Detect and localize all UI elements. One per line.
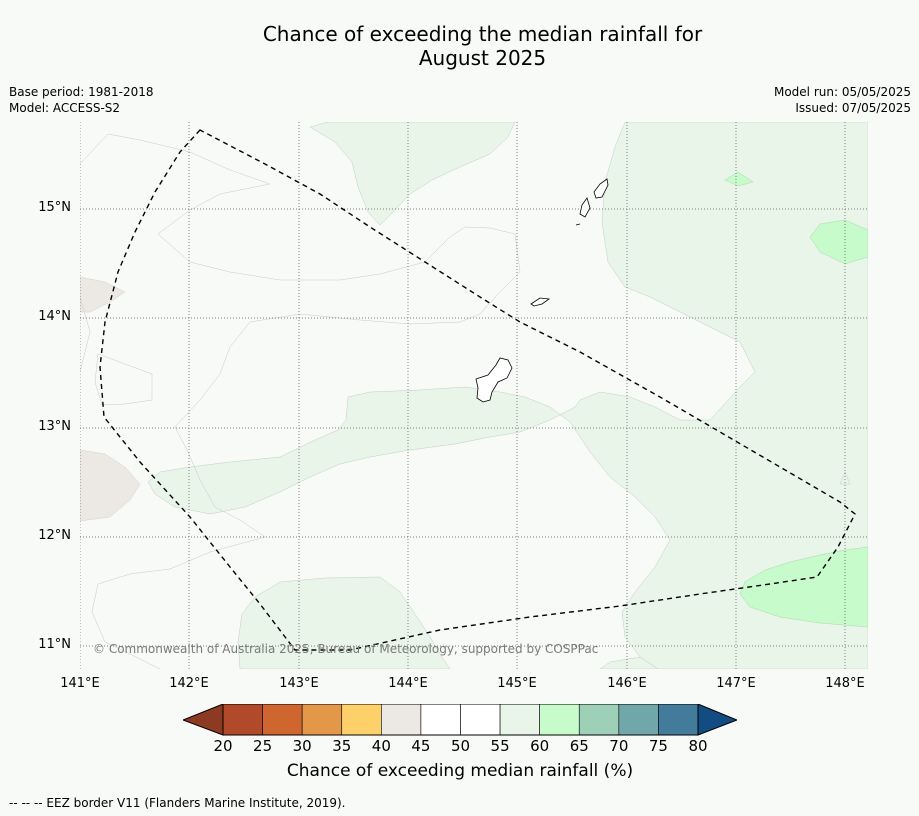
island-guam [475, 357, 513, 403]
map-title: Chance of exceeding the median rainfall … [0, 22, 919, 70]
region-40-45-west-north [80, 276, 126, 313]
colorbar-tick-label: 60 [530, 737, 550, 755]
lat-label-14n: 14°N [38, 309, 71, 324]
base-period: Base period: 1981-2018 [9, 85, 154, 99]
colorbar-cell [578, 704, 620, 736]
colorbar-tick-label: 20 [213, 737, 233, 755]
contour-west-loop [94, 353, 153, 406]
colorbar-tick-label: 25 [253, 737, 273, 755]
colorbar-tick-label: 40 [371, 737, 391, 755]
colorbar-tick-label: 35 [332, 737, 352, 755]
colorbar-high-arrow [697, 704, 737, 736]
lon-label-143e: 143°E [279, 676, 319, 691]
island-tinian [579, 197, 591, 218]
title-line-1: Chance of exceeding the median rainfall … [262, 22, 703, 46]
issued-date: Issued: 07/05/2025 [795, 101, 911, 115]
colorbar-tick-label: 55 [490, 737, 510, 755]
lon-label-144e: 144°E [388, 676, 428, 691]
colorbar-low-arrow [183, 704, 224, 736]
lon-label-147e: 147°E [716, 676, 756, 691]
lat-label-13n: 13°N [38, 419, 71, 434]
graticule [80, 122, 868, 669]
colorbar-cell [460, 704, 501, 736]
colorbar-cell [539, 704, 580, 736]
colorbar-tick-label: 50 [450, 737, 471, 755]
colorbar-cell [420, 704, 461, 736]
colorbar-cell [381, 704, 422, 736]
contour-west-edge [80, 296, 91, 373]
colorbar-cell [262, 704, 303, 736]
colorbar [183, 704, 737, 736]
model-name: Model: ACCESS-S2 [9, 101, 121, 115]
colorbar-cell [499, 704, 540, 736]
lon-label-141e: 141°E [60, 676, 100, 691]
colorbar-frame [222, 704, 699, 736]
colorbar-tick-label: 80 [688, 737, 708, 755]
region-60-65-northeast [809, 219, 868, 265]
colorbar-tick-label: 65 [569, 737, 589, 755]
lat-label-11n: 11°N [38, 637, 71, 652]
island-aguijan [575, 223, 581, 226]
rainfall-map [80, 122, 868, 669]
lon-label-146e: 146°E [607, 676, 647, 691]
eez-footnote: -- -- -- EEZ border V11 (Flanders Marine… [9, 796, 346, 810]
colorbar-cell [341, 704, 382, 736]
region-55-60-north [309, 122, 516, 226]
region-55-60-southeast [599, 656, 659, 669]
meta-right: Model run: 05/05/2025 Issued: 07/05/2025 [774, 84, 911, 116]
model-run: Model run: 05/05/2025 [773, 85, 911, 99]
colorbar-cell [618, 704, 659, 736]
lon-label-142e: 142°E [169, 676, 209, 691]
island-rota [530, 297, 551, 307]
colorbar-tick-label: 30 [292, 737, 312, 755]
colorbar-cell [301, 704, 343, 736]
region-55-60-east [147, 122, 868, 669]
colorbar-tick-label: 70 [609, 737, 629, 755]
lat-label-15n: 15°N [38, 200, 71, 215]
copyright-note: © Commonwealth of Australia 2025, Bureau… [93, 642, 599, 656]
colorbar-label: Chance of exceeding median rainfall (%) [286, 761, 634, 781]
lat-label-12n: 12°N [38, 528, 71, 543]
region-60-65-small [724, 171, 754, 187]
colorbar-cell [222, 704, 263, 736]
colorbar-tick-label: 45 [411, 737, 431, 755]
region-40-45-west-south [80, 449, 141, 522]
title-line-2: August 2025 [418, 46, 547, 70]
island-saipan [593, 178, 609, 199]
colorbar-cell [658, 704, 699, 736]
eez-border [99, 129, 856, 651]
lon-label-148e: 148°E [825, 676, 865, 691]
meta-left: Base period: 1981-2018 Model: ACCESS-S2 [9, 84, 154, 116]
colorbar-cells [222, 704, 699, 736]
colorbar-tick-label: 75 [648, 737, 668, 755]
contour-triangle [839, 471, 851, 485]
lon-label-145e: 145°E [497, 676, 537, 691]
